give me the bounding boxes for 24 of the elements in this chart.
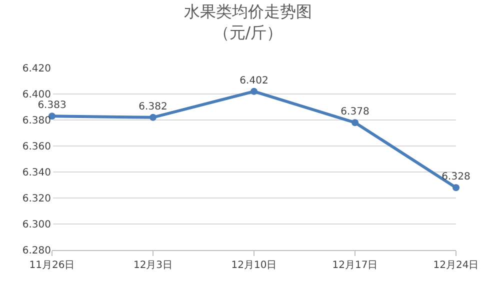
y-tick-label: 6.280: [22, 246, 51, 256]
y-tick-label: 6.400: [22, 90, 51, 100]
x-tick-label: 11月26日: [29, 260, 75, 271]
chart-title: 水果类均价走势图: [184, 2, 312, 21]
x-tick-label: 12月17日: [332, 260, 378, 271]
y-tick-label: 6.320: [22, 194, 51, 204]
point: [452, 184, 460, 192]
y-tick-label: 6.360: [22, 142, 51, 152]
data-label: 6.402: [240, 76, 268, 87]
point: [250, 88, 258, 95]
y-tick-label: 6.340: [22, 168, 51, 178]
data-label: 6.382: [138, 102, 168, 113]
y-tick-label: 6.300: [22, 220, 51, 230]
data-label: 6.383: [38, 100, 66, 112]
data-label: 6.328: [442, 172, 470, 183]
y-tick-label: 6.380: [22, 116, 51, 126]
x-tick-label: 12月10日: [231, 260, 277, 271]
y-tick-label: 6.420: [22, 64, 51, 74]
x-tick-label: 12月24日: [433, 260, 479, 271]
point: [150, 114, 156, 121]
point: [352, 119, 358, 126]
data-label: 6.378: [340, 106, 370, 118]
x-tick-label: 12月3日: [133, 260, 173, 271]
chart-subtitle: （元/斤）: [213, 22, 283, 42]
